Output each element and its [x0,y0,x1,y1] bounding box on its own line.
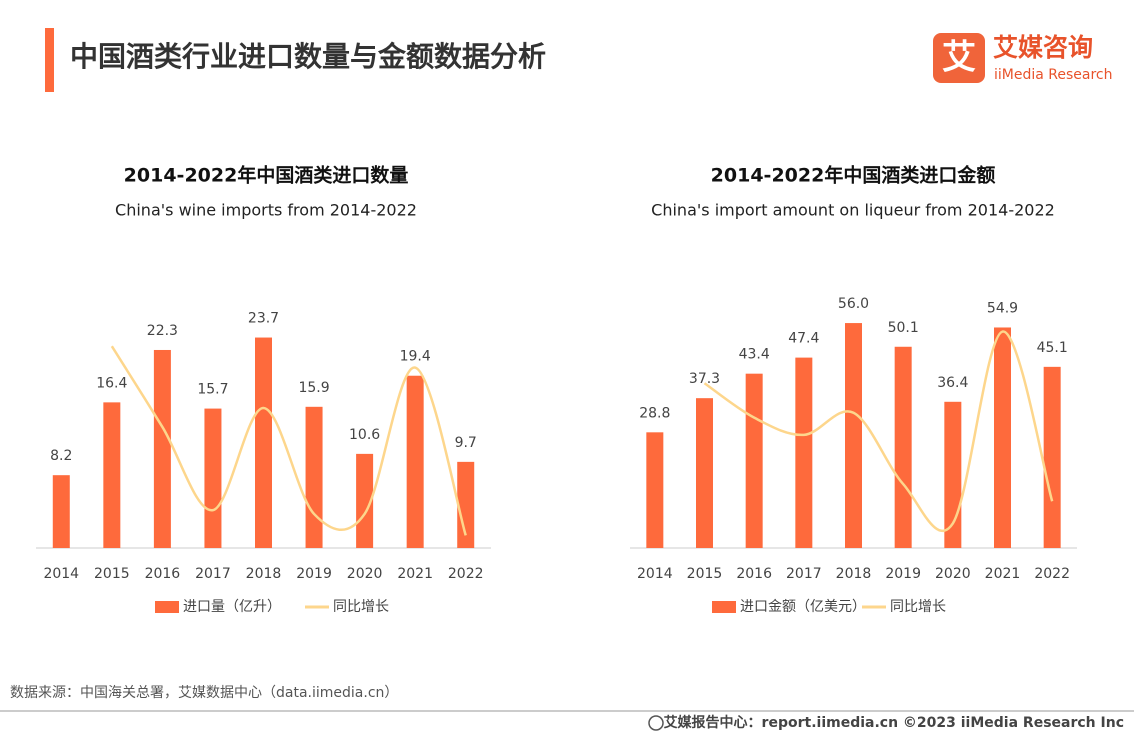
x-tick-label: 2017 [786,566,822,582]
x-tick-label: 2016 [145,566,181,582]
bar [696,398,713,548]
bar [944,401,962,548]
growth-line [703,330,1054,532]
footer: 艾媒报告中心：report.iimedia.cn ©2023 iiMedia R… [664,714,1124,731]
legend-swatch [712,601,736,613]
growth-line [110,345,467,536]
chart-title: 2014-2022年中国酒类进口金额 [711,164,996,187]
value-label: 8.2 [50,448,72,464]
x-tick-label: 2014 [637,566,673,582]
x-tick-label: 2020 [935,566,971,582]
value-label: 47.4 [788,331,819,347]
bar [795,357,813,548]
chart-subtitle: China's import amount on liqueur from 20… [651,201,1055,220]
x-tick-label: 2021 [985,566,1021,582]
x-tick-label: 2021 [397,566,433,582]
bar [356,453,374,548]
footer-icon [648,715,664,731]
value-label: 28.8 [639,405,670,421]
value-label: 15.7 [197,382,228,398]
value-label: 56.0 [838,296,869,312]
legend-label: 进口量（亿升） [183,599,281,615]
bar [894,346,912,548]
page-title: 中国酒类行业进口数量与金额数据分析 [70,40,546,73]
value-label: 19.4 [400,349,431,365]
x-tick-label: 2015 [94,566,130,582]
x-tick-label: 2019 [885,566,921,582]
bar [457,461,475,548]
bar [255,337,272,548]
value-label: 45.1 [1037,340,1068,356]
value-label: 37.3 [689,371,720,387]
legend-swatch [155,601,179,613]
legend-label: 同比增长 [890,599,946,615]
value-label: 54.9 [987,300,1018,316]
bar [52,475,70,548]
bar [646,432,664,548]
value-label: 10.6 [349,427,380,443]
bar [994,327,1011,548]
value-label: 15.9 [298,380,329,396]
x-tick-label: 2019 [296,566,332,582]
x-tick-label: 2017 [195,566,231,582]
value-label: 9.7 [455,435,477,451]
bar [153,349,171,548]
x-tick-label: 2022 [1034,566,1070,582]
x-tick-label: 2018 [836,566,872,582]
value-label: 23.7 [248,311,279,327]
legend-label: 进口金额（亿美元） [740,599,866,615]
logo-cn: 艾媒咨询 [993,33,1093,62]
bar [1043,366,1061,548]
x-tick-label: 2022 [448,566,484,582]
legend-label: 同比增长 [333,599,389,615]
title-accent [45,28,54,92]
x-tick-label: 2015 [687,566,723,582]
bar [406,375,424,548]
bar [103,402,121,548]
bar [845,323,862,548]
value-label: 43.4 [739,347,770,363]
value-label: 36.4 [937,375,968,391]
x-tick-label: 2016 [736,566,772,582]
value-label: 50.1 [888,320,919,336]
logo-box [933,33,985,83]
value-label: 22.3 [147,323,178,339]
logo-mark: 艾 [942,38,976,78]
logo-en: iiMedia Research [994,67,1113,83]
chart-subtitle: China's wine imports from 2014-2022 [115,201,417,220]
bar [204,408,222,548]
value-label: 16.4 [96,375,127,391]
chart-title: 2014-2022年中国酒类进口数量 [124,164,409,187]
x-tick-label: 2020 [347,566,383,582]
bar [745,373,763,548]
bar [305,406,323,548]
x-tick-label: 2018 [246,566,282,582]
source: 数据来源：中国海关总署，艾媒数据中心（data.iimedia.cn） [10,685,398,701]
x-tick-label: 2014 [43,566,79,582]
